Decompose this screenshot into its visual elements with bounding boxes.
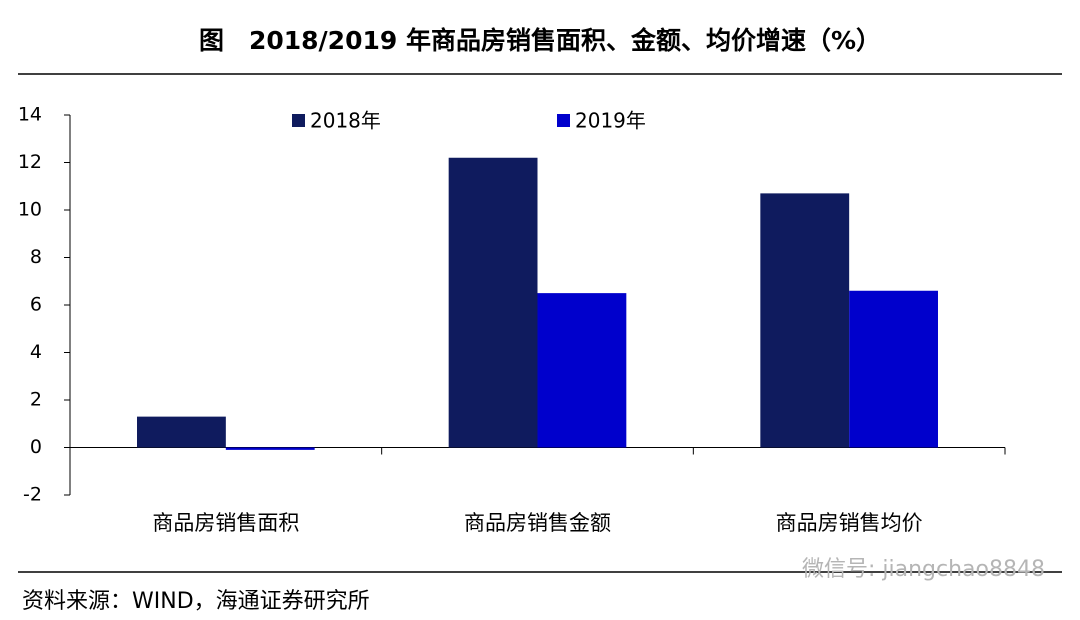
x-tick-label: 商品房销售均价 xyxy=(776,511,923,535)
y-tick-label: 2 xyxy=(30,389,42,411)
bar xyxy=(849,290,938,448)
chart-title: 图 2018/2019 年商品房销售面积、金额、均价增速（%） xyxy=(199,26,881,55)
bar xyxy=(760,193,850,448)
y-tick-label: 14 xyxy=(18,104,42,126)
y-tick-label: -2 xyxy=(23,484,42,506)
bar xyxy=(225,447,315,450)
legend-swatch xyxy=(557,114,570,127)
y-tick-label: 0 xyxy=(30,436,42,458)
y-tick-label: 4 xyxy=(30,341,42,363)
watermark: 微信号: jiangchao8848 xyxy=(802,557,1045,582)
legend-label: 2018年 xyxy=(310,109,381,133)
y-tick-label: 6 xyxy=(30,294,42,316)
y-tick-label: 10 xyxy=(18,199,42,221)
legend-label: 2019年 xyxy=(575,109,646,133)
y-tick-label: 8 xyxy=(30,246,42,268)
legend-swatch xyxy=(292,114,305,127)
bar xyxy=(537,293,627,448)
bar xyxy=(137,416,226,448)
bar xyxy=(448,157,538,448)
x-tick-label: 商品房销售面积 xyxy=(152,511,299,535)
y-tick-label: 12 xyxy=(18,151,42,173)
x-tick-label: 商品房销售金额 xyxy=(464,511,611,535)
source-note: 资料来源：WIND，海通证券研究所 xyxy=(22,589,370,614)
